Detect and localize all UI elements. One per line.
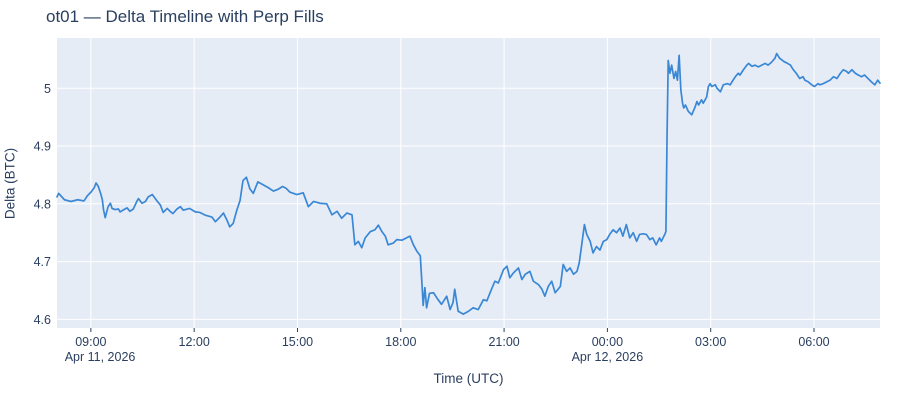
x-tick-label: 15:00 xyxy=(282,335,313,349)
y-tick-label: 5 xyxy=(44,82,51,96)
x-tick-label: 09:00 xyxy=(75,335,106,349)
x-tick-label: 21:00 xyxy=(488,335,519,349)
plot-area[interactable] xyxy=(57,38,880,328)
chart-title: ot01 — Delta Timeline with Perp Fills xyxy=(46,7,324,26)
x-date-label: Apr 11, 2026 xyxy=(65,350,136,364)
x-tick-label: 03:00 xyxy=(695,335,726,349)
y-tick-label: 4.6 xyxy=(34,313,51,327)
x-date-label: Apr 12, 2026 xyxy=(572,350,644,364)
x-tick-label: 00:00 xyxy=(592,335,623,349)
y-tick-label: 4.8 xyxy=(34,197,51,211)
y-tick-label: 4.7 xyxy=(34,255,51,269)
delta-series-line[interactable] xyxy=(56,52,881,315)
x-axis-title: Time (UTC) xyxy=(433,371,504,386)
x-tick-label: 12:00 xyxy=(179,335,210,349)
x-tick-label: 06:00 xyxy=(798,335,829,349)
x-tick-label: 18:00 xyxy=(385,335,416,349)
y-tick-label: 4.9 xyxy=(34,140,51,154)
